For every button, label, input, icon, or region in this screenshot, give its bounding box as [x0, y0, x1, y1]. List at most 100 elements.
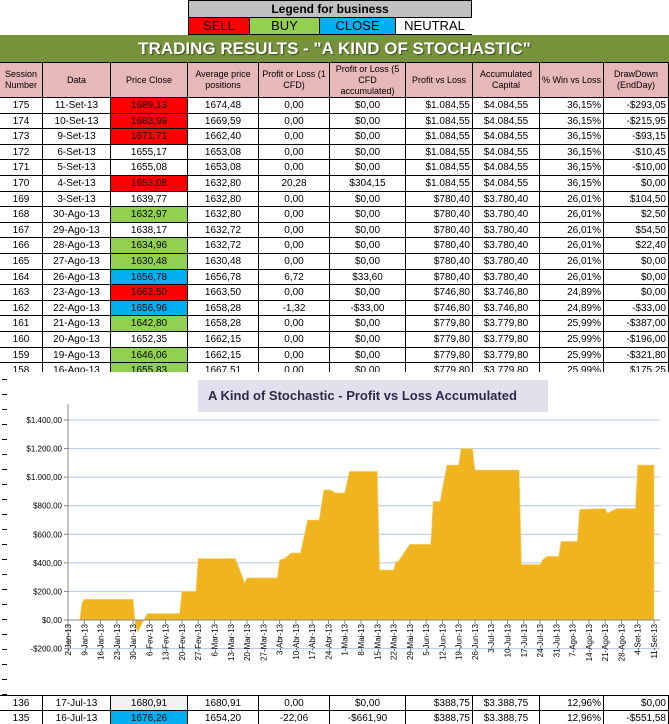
price-close-cell: 1655,17 [111, 144, 188, 160]
table-cell: $0,00 [604, 695, 669, 711]
x-tick-label: 3-Jul-13 [487, 623, 496, 652]
table-row: 173 9-Set-13 1671,71 1662,40 0,00 $0,00 $1.084… [0, 129, 669, 145]
table-cell: 1632,80 [188, 191, 259, 207]
price-close-cell: 1646,06 [111, 347, 188, 363]
legend-title: Legend for business [188, 0, 472, 17]
table-cell: 0,00 [259, 363, 330, 372]
legend-close: CLOSE [320, 18, 396, 34]
table-cell: $22,40 [604, 238, 669, 253]
table-cell: $780,40 [406, 191, 473, 207]
table-cell: $0,00 [604, 269, 669, 285]
table-cell: $3.780,40 [473, 254, 540, 269]
table-cell: $388,75 [406, 711, 473, 724]
table-cell: $0,00 [330, 254, 406, 269]
column-header: Data [43, 63, 111, 97]
table-cell: 1653,08 [188, 144, 259, 160]
chart-title: A Kind of Stochastic - Profit vs Loss Ac… [198, 380, 548, 412]
price-close-cell: 1683,99 [111, 113, 188, 129]
x-tick-label: 13-Fev-13 [162, 623, 171, 660]
table-header: Session Number Data Price Close Average pri… [0, 62, 669, 98]
table-cell: $3.779,80 [473, 332, 540, 347]
table-cell: $779,80 [406, 332, 473, 347]
column-header: Session Number [0, 63, 43, 97]
table-cell: 0,00 [259, 98, 330, 113]
x-tick-label: 4-Set-13 [634, 623, 643, 654]
table-cell: 1630,48 [188, 254, 259, 269]
table-cell: 26,01% [540, 238, 604, 253]
row-marks [2, 372, 7, 695]
x-tick-label: 15-Mai-13 [373, 623, 382, 660]
table-cell: $0,00 [330, 191, 406, 207]
table-cell: 169 [0, 191, 43, 207]
table-cell: 25,99% [540, 363, 604, 372]
table-cell: 12,96% [540, 695, 604, 711]
table-cell: $0,00 [330, 695, 406, 711]
table-cell: $4.084,55 [473, 129, 540, 144]
x-tick-label: 1-Mai-13 [341, 623, 350, 655]
x-tick-label: 17-Abr-13 [308, 623, 317, 659]
table-cell: 26-Ago-13 [43, 269, 111, 285]
x-tick-label: 23-Jan-13 [113, 623, 122, 660]
table-cell: 36,15% [540, 113, 604, 129]
y-tick-label: -$200,00 [30, 645, 62, 654]
table-cell: 1667,51 [188, 363, 259, 372]
table-cell: 0,00 [259, 129, 330, 144]
price-close-cell: 1671,71 [111, 129, 188, 144]
table-cell: 1663,50 [188, 285, 259, 300]
table-row: 167 29-Ago-13 1638,17 1632,72 0,00 $0,00 $780,… [0, 222, 669, 239]
table-cell: 161 [0, 316, 43, 331]
table-cell: $0,00 [330, 98, 406, 113]
x-tick-label: 7-Ago-13 [569, 623, 578, 656]
table-cell: 1654,20 [188, 711, 259, 724]
table-cell: 26,01% [540, 207, 604, 222]
table-cell: 158 [0, 363, 43, 372]
x-tick-label: 3-Abr-13 [276, 623, 285, 655]
table-cell: $3.779,80 [473, 316, 540, 331]
table-cell: 0,00 [259, 222, 330, 238]
table-cell: $3.780,40 [473, 222, 540, 238]
table-cell: $4.084,55 [473, 98, 540, 113]
table-cell: $0,00 [330, 222, 406, 238]
table-cell: 26,01% [540, 191, 604, 207]
x-tick-label: 29-Mai-13 [406, 623, 415, 660]
x-tick-label: 5-Jun-13 [422, 623, 431, 655]
column-header: Profit or Loss (1 CFD) [259, 63, 330, 97]
table-cell: $779,80 [406, 347, 473, 363]
table-cell: 0,00 [259, 160, 330, 175]
table-cell: $4.084,55 [473, 113, 540, 129]
table-cell: 166 [0, 238, 43, 253]
y-tick-label: $0,00 [42, 616, 63, 625]
x-tick-label: 31-Jul-13 [552, 623, 561, 657]
column-header: Profit or Loss (5 CFD accumulated) [330, 63, 406, 97]
legend-neutral: NEUTRAL [396, 18, 473, 34]
price-close-cell: 1663,50 [111, 285, 188, 300]
table-cell: 22-Ago-13 [43, 300, 111, 316]
price-close-cell: 1639,77 [111, 191, 188, 207]
table-cell: 174 [0, 113, 43, 129]
table-cell: 11-Set-13 [43, 98, 111, 113]
table-cell: 163 [0, 285, 43, 300]
x-tick-label: 14-Ago-13 [585, 623, 594, 661]
table-row: 135 16-Jul-13 1676,26 1654,20 -22,06 -$661,90… [0, 711, 669, 724]
x-tick-label: 10-Abr-13 [292, 623, 301, 659]
price-close-cell: 1689,13 [111, 98, 188, 113]
column-header: DrawDown (EndDay) [604, 63, 669, 97]
table-cell: $3.780,40 [473, 191, 540, 207]
table-row: 170 4-Set-13 1653,08 1632,80 20,28 $304,15 $1.… [0, 176, 669, 192]
table-cell: 24,89% [540, 300, 604, 316]
table-row: 163 23-Ago-13 1663,50 1663,50 0,00 $0,00 $746,… [0, 285, 669, 301]
table-cell: $0,00 [330, 129, 406, 144]
table-cell: 170 [0, 176, 43, 191]
table-cell: 23-Ago-13 [43, 285, 111, 300]
table-cell: $4.084,55 [473, 144, 540, 160]
x-tick-label: 20-Fev-13 [178, 623, 187, 660]
table-cell: $3.746,80 [473, 300, 540, 316]
table-cell: 25,99% [540, 347, 604, 363]
table-cell: 5-Set-13 [43, 160, 111, 175]
table-cell: 0,00 [259, 144, 330, 160]
table-cell: 30-Ago-13 [43, 207, 111, 222]
price-close-cell: 1680,91 [111, 695, 188, 711]
table-cell: 20,28 [259, 176, 330, 191]
table-cell: -$293,05 [604, 98, 669, 113]
table-cell: -$551,58 [604, 711, 669, 724]
